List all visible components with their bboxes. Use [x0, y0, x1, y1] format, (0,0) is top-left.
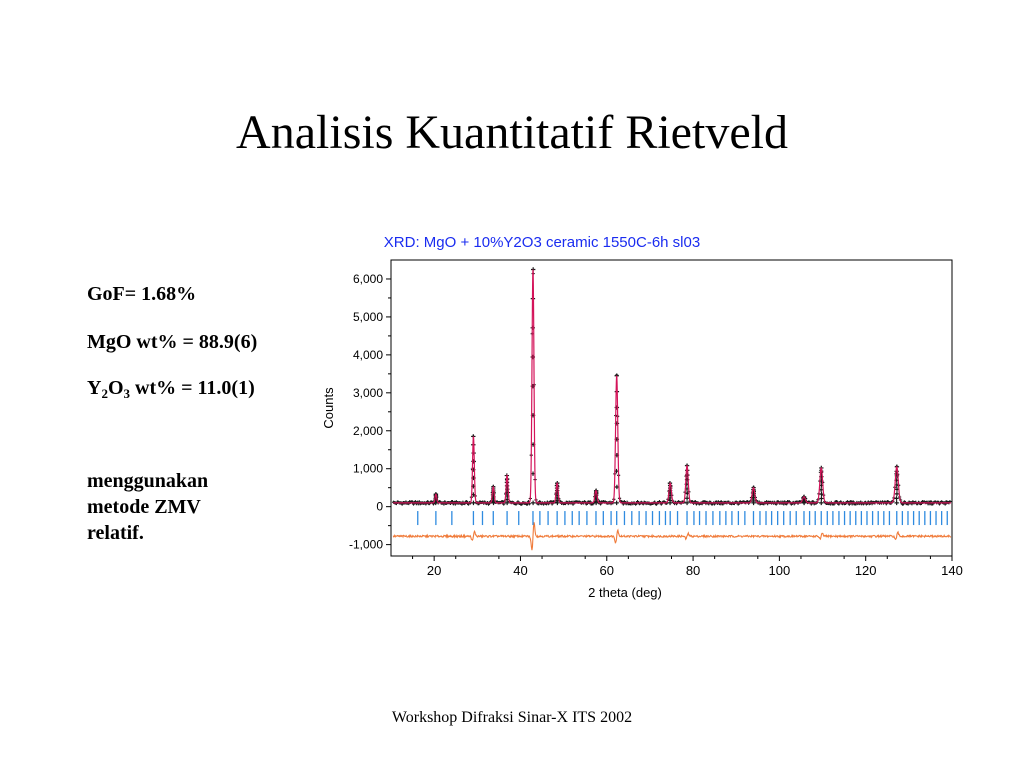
x-tick-label: 140	[941, 563, 963, 578]
slide-title: Analisis Kuantitatif Rietveld	[236, 106, 788, 159]
x-tick-label: 60	[600, 563, 614, 578]
y-tick-label: 2,000	[353, 424, 383, 438]
y-tick-label: -1,000	[349, 538, 383, 552]
observed-peak-point	[894, 496, 899, 501]
calculated-layer	[393, 269, 952, 504]
difference-layer	[392, 522, 952, 551]
y2o3-o: O	[107, 377, 124, 399]
method-line-1: menggunakan	[87, 470, 209, 492]
mgo-wt-stat: MgO wt% = 88.9(6)	[87, 331, 258, 353]
y2o3-wt-value: wt% = 11.0(1)	[130, 377, 255, 399]
x-tick-label: 20	[427, 563, 441, 578]
chart-title: XRD: MgO + 10%Y2O3 ceramic 1550C-6h sl03	[384, 234, 700, 251]
observed-peak-point	[894, 500, 899, 506]
observed-peak-point	[530, 500, 536, 506]
gof-stat: GoF= 1.68%	[87, 283, 197, 305]
y2o3-y: Y	[87, 377, 102, 399]
method-line-2: metode ZMV	[87, 496, 201, 518]
plot-frame	[390, 259, 953, 557]
x-axis-label: 2 theta (deg)	[588, 585, 662, 600]
y-axis: -1,000 0 1,000 2,000 3,000 4,000 5,000 6,000	[349, 272, 391, 552]
y-tick-label: 4,000	[353, 348, 383, 362]
xrd-rietveld-chart: XRD: MgO + 10%Y2O3 ceramic 1550C-6h sl03…	[321, 234, 963, 600]
difference-curve	[392, 522, 952, 551]
y-tick-label: 5,000	[353, 310, 383, 324]
reflection-ticks-layer	[417, 511, 948, 526]
slide-footer: Workshop Difraksi Sinar-X ITS 2002	[391, 709, 633, 726]
method-note: menggunakan metode ZMV relatif.	[87, 468, 287, 546]
observed-peak-point	[819, 500, 824, 506]
x-tick-label: 120	[855, 563, 877, 578]
observed-peak-point	[471, 500, 476, 506]
y-axis-label: Counts	[321, 387, 336, 429]
observed-peak-point	[819, 491, 824, 497]
observed-peak-point	[894, 491, 900, 497]
observed-peak-point	[819, 496, 824, 501]
y-tick-label: 1,000	[353, 462, 383, 476]
x-tick-label: 80	[686, 563, 700, 578]
method-line-3: relatif.	[87, 522, 144, 544]
y2o3-sub-3: 3	[123, 386, 131, 401]
calculated-profile-line	[393, 269, 952, 504]
x-tick-label: 40	[513, 563, 527, 578]
x-axis: 20 40 60 80 100 120 140	[412, 556, 963, 578]
observed-peak-point	[684, 496, 690, 501]
y-tick-label: 6,000	[353, 272, 383, 286]
y2o3-sub-2: 2	[101, 386, 108, 401]
y-tick-label: 3,000	[353, 386, 383, 400]
y-tick-label: 0	[376, 500, 383, 514]
x-tick-label: 100	[769, 563, 791, 578]
observed-peak-point	[614, 500, 619, 506]
observed-peak-point	[684, 500, 690, 506]
y2o3-wt-stat: Y2O3 wt% = 11.0(1)	[87, 376, 255, 400]
